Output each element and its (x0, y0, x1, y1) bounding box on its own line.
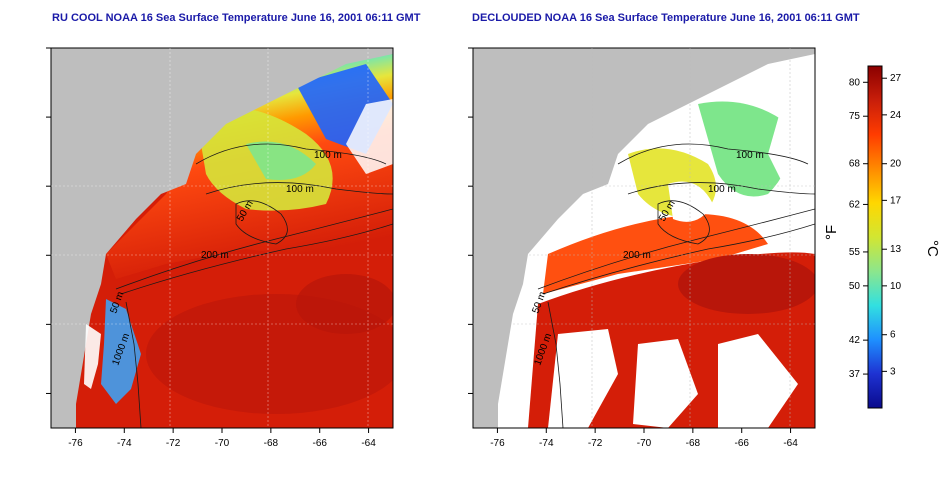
colorbar-svg: °F °C 80 75 68 62 55 50 42 37 27 24 20 17 13 10 6 3 (823, 65, 941, 409)
lon-tick-label: -64 (361, 438, 376, 449)
celsius-tick-label: 17 (890, 195, 902, 206)
contour-label: 100 m (708, 184, 736, 195)
fahrenheit-label: °F (823, 225, 840, 240)
contour-label: 100 m (314, 150, 342, 161)
gulf-of-maine-cold (698, 101, 791, 197)
lon-tick-label: -72 (166, 438, 181, 449)
colorbar-gradient (867, 65, 883, 409)
celsius-label: °C (924, 240, 940, 257)
left-map-panel: 100 m 100 m 50 m 200 m 50 m 1000 m -76 -7… (34, 42, 396, 479)
lon-tick-label: -68 (686, 438, 701, 449)
contour-label: 200 m (201, 250, 229, 261)
lon-tick-label: -70 (215, 438, 230, 449)
coastal-cloud (84, 324, 101, 389)
cloud-patch (718, 334, 798, 428)
lon-tick-label: -66 (312, 438, 327, 449)
contour-label: 200 m (623, 250, 651, 261)
contour-label: 100 m (286, 184, 314, 195)
gulf-of-maine-cold (246, 141, 316, 180)
lon-tick-label: -72 (588, 438, 603, 449)
warm-eddy (296, 274, 393, 334)
cloud-patch (548, 329, 618, 428)
celsius-tick-label: 20 (890, 159, 902, 170)
fahrenheit-tick-label: 80 (849, 77, 861, 88)
fahrenheit-tick-label: 55 (849, 247, 861, 258)
celsius-tick-label: 27 (890, 73, 902, 84)
fahrenheit-tick-label: 68 (849, 159, 861, 170)
cloud-patch (668, 181, 713, 222)
lon-tick-label: -74 (539, 438, 554, 449)
coastal-upwelling (101, 299, 141, 404)
left-map-title: RU COOL NOAA 16 Sea Surface Temperature … (52, 12, 421, 24)
lon-tick-label: -66 (734, 438, 749, 449)
right-map-svg: 100 m 100 m 50 m 200 m 50 m 1000 m -76 -7… (456, 42, 816, 449)
fahrenheit-tick-label: 75 (849, 111, 861, 122)
celsius-tick-label: 3 (890, 366, 896, 377)
slope-water (543, 214, 768, 294)
cloud-patch (633, 339, 698, 428)
land-mass (473, 48, 815, 428)
lon-tick-label: -70 (637, 438, 652, 449)
gulf-stream-region (678, 254, 815, 314)
fahrenheit-tick-label: 37 (849, 369, 861, 380)
fahrenheit-tick-label: 62 (849, 199, 861, 210)
right-map-title: DECLOUDED NOAA 16 Sea Surface Temperatur… (472, 12, 860, 24)
lon-tick-label: -76 (68, 438, 83, 449)
lon-tick-label: -74 (117, 438, 132, 449)
left-map-svg: 100 m 100 m 50 m 200 m 50 m 1000 m -76 -7… (34, 42, 394, 449)
land-mass (51, 48, 393, 428)
celsius-tick-label: 10 (890, 281, 902, 292)
grid-lines (473, 48, 815, 428)
celsius-tick-label: 6 (890, 330, 896, 341)
nova-scotia-cloud (768, 79, 815, 194)
celsius-tick-label: 13 (890, 244, 902, 255)
grid-lines (51, 48, 393, 428)
celsius-tick-label: 24 (890, 110, 902, 121)
right-map-panel: 100 m 100 m 50 m 200 m 50 m 1000 m -76 -7… (456, 42, 818, 479)
lon-tick-label: -76 (490, 438, 505, 449)
contour-label: 100 m (736, 150, 764, 161)
fahrenheit-tick-label: 50 (849, 281, 861, 292)
fahrenheit-tick-label: 42 (849, 335, 861, 346)
lon-tick-label: -64 (783, 438, 798, 449)
temperature-colorbar: °F °C 80 75 68 62 55 50 42 37 27 24 20 17 13 10 6 3 (820, 58, 941, 423)
lon-tick-label: -68 (264, 438, 279, 449)
